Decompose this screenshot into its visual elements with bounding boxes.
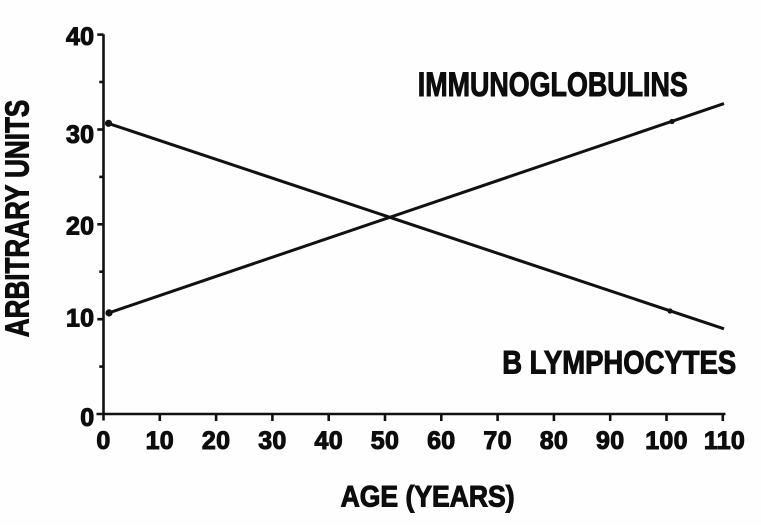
svg-text:110: 110 xyxy=(704,427,745,455)
svg-text:AGE (YEARS): AGE (YEARS) xyxy=(341,481,515,514)
svg-text:100: 100 xyxy=(645,427,688,455)
svg-text:10: 10 xyxy=(66,304,94,332)
svg-text:60: 60 xyxy=(427,427,455,455)
svg-text:70: 70 xyxy=(483,427,511,455)
svg-text:IMMUNOGLOBULINS: IMMUNOGLOBULINS xyxy=(418,66,688,104)
svg-text:ARBITRARY UNITS: ARBITRARY UNITS xyxy=(0,100,36,338)
svg-text:30: 30 xyxy=(258,427,286,455)
svg-text:80: 80 xyxy=(540,427,568,455)
svg-text:20: 20 xyxy=(202,427,230,455)
svg-text:90: 90 xyxy=(596,427,624,455)
svg-text:30: 30 xyxy=(66,121,94,149)
svg-text:0: 0 xyxy=(80,404,94,432)
svg-text:B LYMPHOCYTES: B LYMPHOCYTES xyxy=(502,345,736,381)
svg-text:40: 40 xyxy=(66,23,94,51)
svg-text:40: 40 xyxy=(314,427,342,455)
svg-text:50: 50 xyxy=(371,427,399,455)
svg-text:10: 10 xyxy=(146,427,174,455)
svg-text:20: 20 xyxy=(66,213,94,241)
svg-text:0: 0 xyxy=(96,427,110,455)
